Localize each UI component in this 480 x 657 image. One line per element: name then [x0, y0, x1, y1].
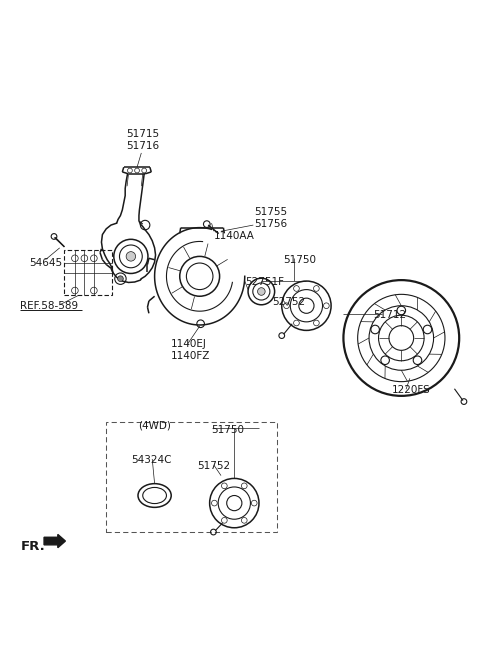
Text: 52752: 52752	[272, 297, 305, 307]
Text: 51750: 51750	[283, 255, 316, 265]
Text: 51715
51716: 51715 51716	[126, 129, 159, 150]
Text: 51755
51756: 51755 51756	[254, 207, 288, 229]
Bar	[64, 250, 112, 295]
Text: REF.58-589: REF.58-589	[20, 301, 78, 311]
Text: 51712: 51712	[373, 310, 406, 320]
Text: FR.: FR.	[21, 540, 46, 553]
Text: (4WD): (4WD)	[138, 420, 171, 431]
Text: 51750: 51750	[212, 424, 244, 434]
Text: 51752: 51752	[197, 461, 230, 471]
Circle shape	[118, 276, 123, 282]
Circle shape	[126, 252, 136, 261]
Text: 1140EJ
1140FZ: 1140EJ 1140FZ	[171, 339, 211, 361]
Text: 1220FS: 1220FS	[392, 385, 431, 395]
Bar	[106, 422, 277, 532]
Text: 52751F: 52751F	[245, 277, 284, 287]
Circle shape	[258, 288, 265, 295]
Text: 54324C: 54324C	[131, 455, 171, 465]
Text: 1140AA: 1140AA	[214, 231, 255, 241]
Text: 54645: 54645	[29, 258, 62, 268]
FancyArrow shape	[44, 534, 65, 548]
